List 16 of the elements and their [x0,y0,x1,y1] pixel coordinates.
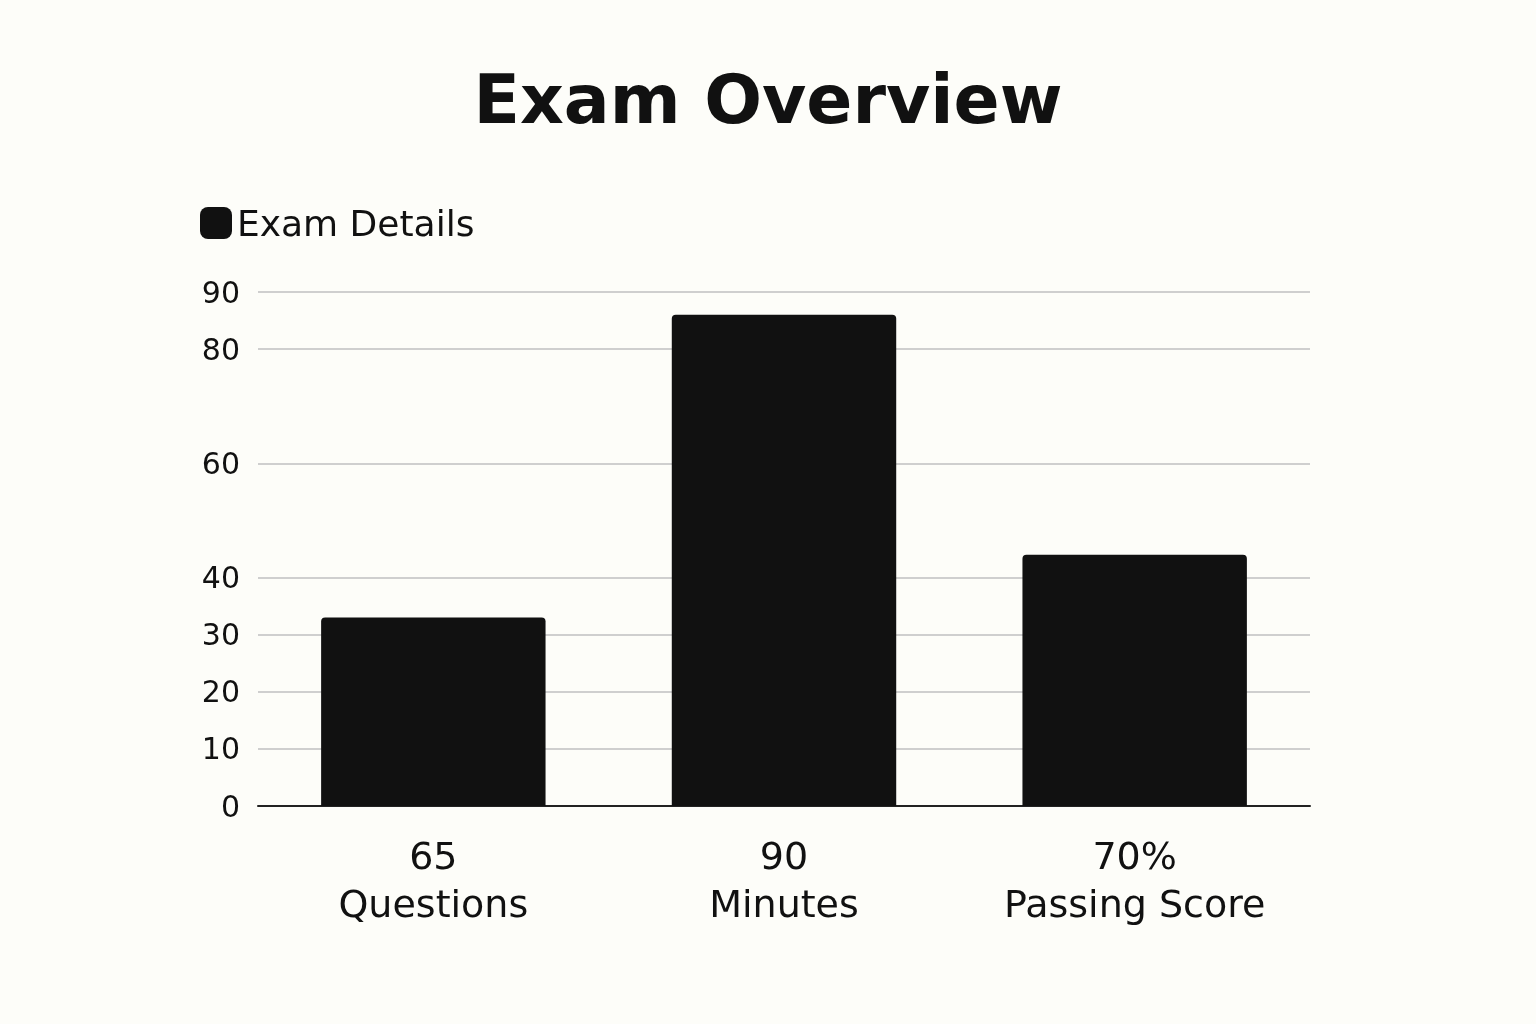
y-tick-label: 20 [201,674,240,710]
y-tick-label: 90 [201,274,240,310]
y-tick-label: 80 [201,331,240,367]
chart-title: Exam Overview [473,59,1063,139]
y-tick-label: 10 [201,731,240,767]
y-tick-label: 40 [201,560,240,596]
y-tick-label: 0 [220,788,240,824]
x-tick-label: 70% Passing Score [1003,834,1266,926]
x-tick-label: 90 Minutes [709,834,859,926]
bar [321,617,546,806]
legend-label: Exam Details [237,202,475,244]
y-tick-label: 30 [201,617,240,653]
y-tick-label: 60 [201,445,240,481]
bar [671,314,897,806]
bar [1022,554,1247,806]
x-tick-label: 65 Questions [338,834,529,926]
